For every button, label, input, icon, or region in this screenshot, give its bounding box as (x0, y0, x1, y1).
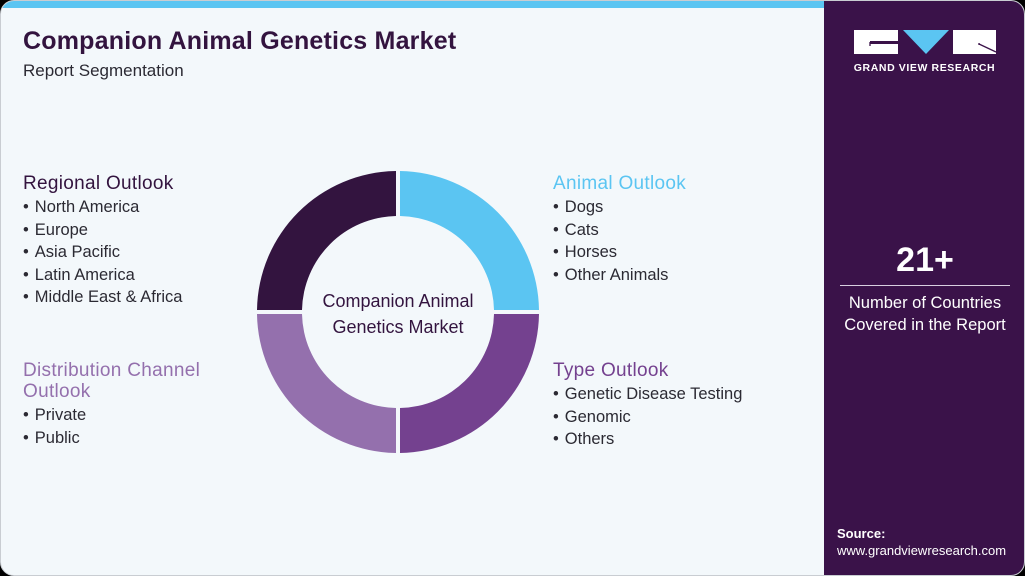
donut-segment-type (400, 314, 539, 453)
logo-text: GRAND VIEW RESEARCH (853, 62, 996, 74)
list-item: Other Animals (553, 264, 686, 287)
stat-label: Number of Countries Covered in the Repor… (826, 292, 1024, 336)
donut-segment-distribution (257, 314, 396, 453)
animal-outlook-list: Dogs Cats Horses Other Animals (553, 196, 686, 286)
list-item: Others (553, 428, 742, 451)
center-label-line: Genetics Market (332, 317, 464, 337)
list-item: Public (23, 427, 200, 450)
list-item: Asia Pacific (23, 241, 182, 264)
list-item: Europe (23, 219, 182, 242)
title-line: Outlook (23, 381, 91, 402)
list-item: Horses (553, 241, 686, 264)
distribution-outlook-title: Distribution Channel Outlook (23, 360, 200, 402)
top-accent-bar (1, 1, 824, 8)
animal-outlook-title: Animal Outlook (553, 173, 687, 194)
stat-label-line: Covered in the Report (844, 316, 1006, 334)
distribution-outlook-section: Distribution Channel Outlook Private Pub… (23, 360, 200, 449)
segmentation-donut-chart (257, 171, 539, 453)
stat-label-line: Number of Countries (848, 294, 1002, 312)
title-line: Distribution Channel (23, 360, 201, 381)
page-subtitle: Report Segmentation (23, 61, 184, 80)
type-outlook-section: Type Outlook Genetic Disease Testing Gen… (553, 360, 742, 451)
donut-center-label: Companion Animal Genetics Market (298, 288, 498, 340)
regional-outlook-title: Regional Outlook (23, 173, 174, 194)
regional-outlook-list: North America Europe Asia Pacific Latin … (23, 196, 183, 309)
donut-segment-animal (400, 171, 539, 310)
list-item: Latin America (23, 264, 182, 287)
list-item: Genomic (553, 406, 742, 429)
stat-value: 21+ (896, 241, 954, 279)
side-panel (824, 1, 1024, 575)
center-label-line: Companion Animal (322, 291, 474, 311)
stat-divider (840, 285, 1010, 286)
donut-segment-regional (257, 171, 396, 310)
list-item: Dogs (553, 196, 686, 219)
page-title: Companion Animal Genetics Market (23, 27, 457, 55)
list-item: Middle East & Africa (23, 286, 183, 309)
source-label: Source: (837, 526, 886, 541)
list-item: Private (23, 404, 200, 427)
list-item: Genetic Disease Testing (553, 383, 743, 406)
regional-outlook-section: Regional Outlook North America Europe As… (23, 173, 182, 309)
list-item: North America (23, 196, 182, 219)
list-item: Cats (553, 219, 686, 242)
animal-outlook-section: Animal Outlook Dogs Cats Horses Other An… (553, 173, 686, 286)
distribution-outlook-list: Private Public (23, 404, 200, 449)
source-url: www.grandviewresearch.com (837, 543, 1007, 558)
grand-view-research-logo-icon (854, 30, 996, 54)
type-outlook-list: Genetic Disease Testing Genomic Others (553, 383, 743, 451)
type-outlook-title: Type Outlook (553, 360, 669, 381)
